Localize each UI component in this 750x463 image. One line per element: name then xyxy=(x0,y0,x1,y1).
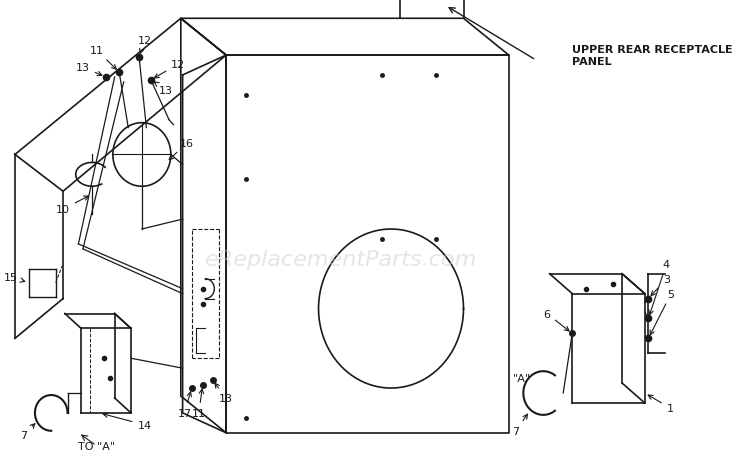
Text: 1: 1 xyxy=(648,395,674,413)
Text: UPPER REAR RECEPTACLE
PANEL: UPPER REAR RECEPTACLE PANEL xyxy=(572,45,733,67)
Text: 11: 11 xyxy=(89,46,116,70)
Text: 13: 13 xyxy=(154,83,173,96)
Text: TO "A": TO "A" xyxy=(78,441,115,451)
Text: 12: 12 xyxy=(154,60,185,79)
Text: 16: 16 xyxy=(170,138,194,160)
Text: eReplacementParts.com: eReplacementParts.com xyxy=(205,249,477,269)
Text: 7: 7 xyxy=(512,414,527,436)
Text: 7: 7 xyxy=(20,424,34,440)
Text: 17: 17 xyxy=(177,392,191,418)
Text: 3: 3 xyxy=(651,274,670,296)
Text: 6: 6 xyxy=(544,309,569,331)
Text: 13: 13 xyxy=(215,383,233,403)
Text: 13: 13 xyxy=(76,63,102,76)
Text: 5: 5 xyxy=(650,289,674,335)
Text: 12: 12 xyxy=(137,36,152,54)
Text: 15: 15 xyxy=(4,272,25,282)
Text: 10: 10 xyxy=(56,197,88,215)
Text: "A": "A" xyxy=(513,373,532,383)
Text: 11: 11 xyxy=(192,389,206,418)
Text: 14: 14 xyxy=(104,413,152,430)
Text: 4: 4 xyxy=(649,259,670,315)
